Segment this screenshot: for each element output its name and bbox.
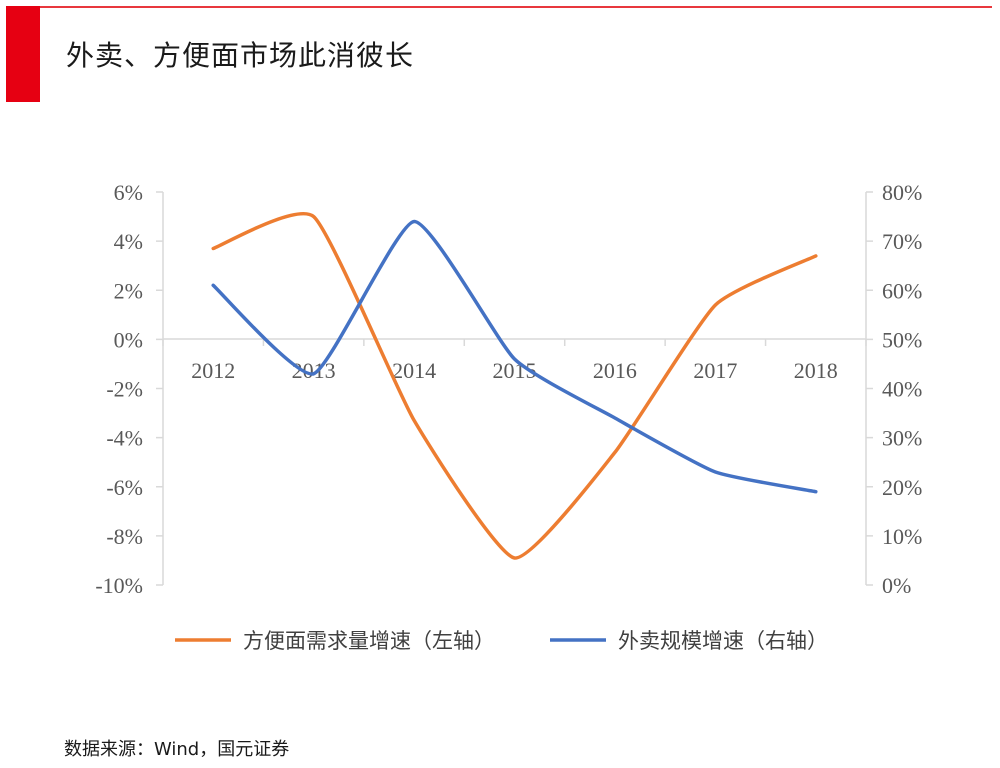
left-tick-label: 6% (114, 180, 143, 205)
left-tick-label: -6% (106, 475, 143, 500)
x-tick-label: 2013 (292, 358, 336, 383)
series-line-takeout-scale (211, 219, 818, 494)
header-accent-block (6, 6, 40, 102)
legend-label: 方便面需求量增速（左轴） (243, 629, 495, 653)
x-tick-label: 2018 (794, 358, 838, 383)
left-tick-label: -2% (106, 377, 143, 402)
x-tick-label: 2012 (191, 358, 235, 383)
x-tick-label: 2014 (392, 358, 436, 383)
data-source-note: 数据来源：Wind，国元证券 (64, 739, 290, 760)
left-tick-label: 0% (114, 327, 143, 352)
right-tick-label: 60% (882, 278, 922, 303)
left-tick-label: -8% (106, 524, 143, 549)
right-tick-label: 70% (882, 229, 922, 254)
page-title: 外卖、方便面市场此消彼长 (66, 39, 415, 72)
series-lines (211, 212, 818, 560)
left-tick-label: -4% (106, 426, 143, 451)
right-tick-label: 10% (882, 524, 922, 549)
chart-legend: 方便面需求量增速（左轴） 外卖规模增速（右轴） (175, 629, 828, 653)
left-tick-label: -10% (95, 573, 143, 598)
series-line-noodle-demand (211, 212, 818, 560)
right-tick-label: 50% (882, 327, 922, 352)
legend-label: 外卖规模增速（右轴） (618, 629, 828, 653)
left-tick-label: 2% (114, 278, 143, 303)
left-tick-label: 4% (114, 229, 143, 254)
right-tick-label: 80% (882, 180, 922, 205)
header-top-rule (40, 6, 992, 8)
right-tick-label: 40% (882, 377, 922, 402)
left-y-axis: 6% 4% 2% 0% -2% -4% -6% -8% -10% (95, 180, 164, 598)
x-tick-label: 2017 (693, 358, 737, 383)
right-y-axis: 80% 70% 60% 50% 40% 30% 20% 10% 0% (865, 180, 922, 598)
right-tick-label: 20% (882, 475, 922, 500)
right-tick-label: 30% (882, 426, 922, 451)
right-tick-label: 0% (882, 573, 911, 598)
x-tick-label: 2016 (593, 358, 637, 383)
